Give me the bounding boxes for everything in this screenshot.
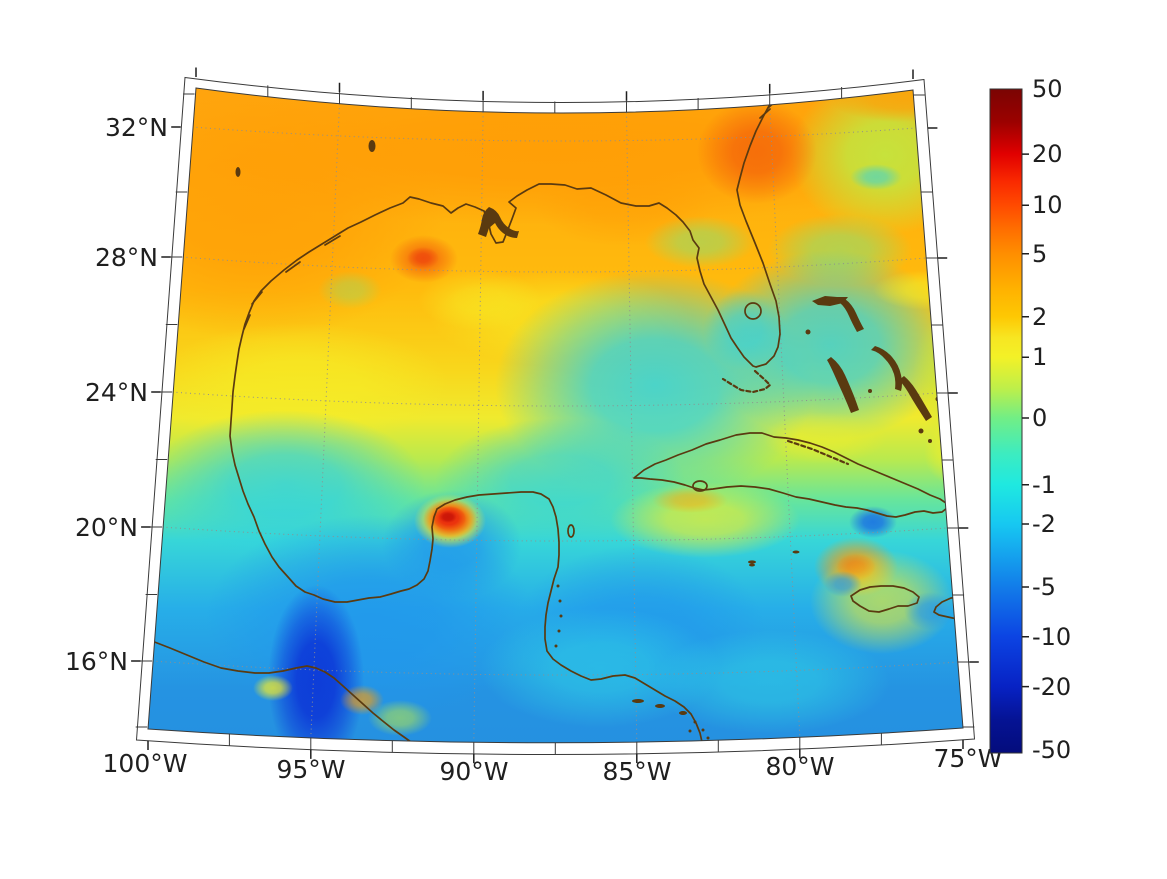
colorbar-gradient: [989, 88, 1023, 754]
mexico-pacific-coastline: [151, 640, 412, 743]
jamaica-coastline: [850, 585, 920, 613]
colorbar-tick-label: -2: [1032, 510, 1056, 538]
colorbar-ticks: [1022, 153, 1029, 688]
lon-ticks-bottom: [147, 739, 964, 764]
lake-okeechobee: [744, 302, 762, 320]
lon-tick-label: 80°W: [765, 752, 834, 781]
lon-ticks-top: [195, 67, 914, 101]
lat-ticks-left: [131, 126, 181, 662]
colorbar-tick-label: -1: [1032, 471, 1056, 499]
colorbar-tick-label: -20: [1032, 673, 1071, 701]
bahamas-islands: [805, 296, 941, 443]
lon-tick-label: 100°W: [103, 749, 188, 778]
axis-ticks: [131, 67, 979, 764]
colorbar-tick-label: 5: [1032, 240, 1047, 268]
cuba-coastline: [633, 432, 948, 518]
colorbar-tick-label: 50: [1032, 75, 1063, 103]
colorbar-tick-label: 1: [1032, 343, 1047, 371]
lat-tick-label: 16°N: [65, 647, 128, 676]
lon-tick-label: 90°W: [439, 757, 508, 786]
gulf-coast-continental-coastline: [229, 103, 781, 743]
cuba-north-cays: [786, 439, 850, 466]
graticule: [151, 103, 959, 743]
map-field: [148, 88, 963, 743]
mississippi-delta: [478, 207, 519, 238]
colorbar-tick-label: 10: [1032, 191, 1063, 219]
lat-tick-label: 32°N: [105, 113, 168, 142]
colorbar: 50 20 10 5 2 1 0 -1 -2 -5 -10 -20 -50: [989, 75, 1071, 764]
axis-labels: 32°N 28°N 24°N 20°N 16°N 100°W 95°W 90°W…: [65, 113, 1003, 786]
colorbar-tick-label: 0: [1032, 404, 1047, 432]
lat-tick-label: 24°N: [85, 378, 148, 407]
florida-keys: [721, 369, 772, 394]
colorbar-labels: 50 20 10 5 2 1 0 -1 -2 -5 -10 -20 -50: [1032, 75, 1071, 764]
frame-separators: [135, 85, 975, 755]
colorbar-tick-label: 2: [1032, 303, 1047, 331]
colorbar-tick-label: -10: [1032, 623, 1071, 651]
map-frame: 32°N 28°N 24°N 20°N 16°N 100°W 95°W 90°W…: [65, 67, 1003, 786]
lat-ticks-right: [927, 127, 979, 663]
lon-tick-label: 95°W: [276, 755, 345, 784]
colorbar-tick-label: 20: [1032, 140, 1063, 168]
lon-tick-label: 85°W: [602, 757, 671, 786]
isla-juventud-coastline: [692, 480, 708, 492]
frame-outer-line: [135, 76, 976, 755]
belize-honduras-cays: [554, 563, 755, 740]
cozumel-island: [567, 524, 575, 538]
frame-inner-line: [147, 87, 964, 744]
coastlines: [151, 99, 963, 743]
lat-tick-label: 28°N: [95, 243, 158, 272]
cayman-islands: [748, 550, 800, 564]
colorbar-tick-label: -50: [1032, 736, 1071, 764]
colorbar-tick-label: -5: [1032, 573, 1056, 601]
inland-lakes: [235, 140, 376, 177]
lat-tick-label: 20°N: [75, 513, 138, 542]
